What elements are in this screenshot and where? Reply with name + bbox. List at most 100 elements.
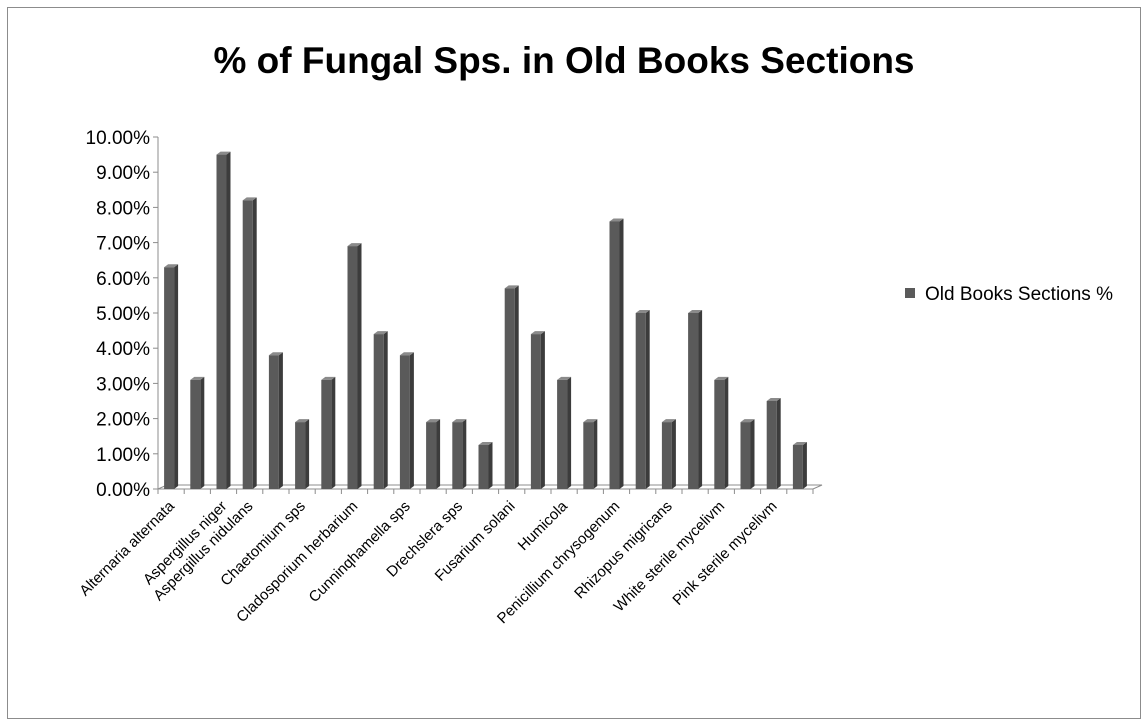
chart-border: [7, 7, 1141, 719]
bar-side: [200, 376, 205, 489]
y-tick-label: 9.00%: [96, 163, 150, 184]
bar: [373, 331, 388, 489]
bar-top: [609, 218, 624, 222]
bar: [740, 419, 755, 489]
bar-side: [567, 376, 572, 489]
bar-top: [635, 310, 650, 313]
bar-top: [164, 264, 179, 268]
bar: [426, 419, 441, 489]
bar-front: [216, 154, 227, 489]
y-tick-label: 2.00%: [96, 410, 150, 431]
bar: [268, 352, 283, 489]
bar-side: [436, 419, 441, 489]
bar-side: [383, 331, 388, 489]
bar-side: [278, 352, 283, 489]
bar-front: [609, 221, 620, 490]
bar-front: [164, 267, 175, 489]
x-axis-floor: [157, 484, 823, 490]
bar-front: [661, 422, 672, 489]
bar-front: [268, 355, 279, 489]
bar: [635, 310, 650, 489]
bar-side: [252, 197, 257, 490]
bar-front: [295, 422, 306, 489]
y-tick-label: 3.00%: [96, 374, 150, 395]
bar-top: [295, 419, 310, 423]
bar-side: [305, 419, 310, 489]
bar-front: [399, 355, 410, 489]
bar: [399, 352, 414, 489]
bar-side: [174, 264, 179, 489]
bar-side: [331, 376, 336, 489]
bar-side: [802, 442, 807, 489]
bar: [530, 331, 545, 489]
bar-top: [714, 376, 729, 380]
bar-top: [321, 376, 336, 380]
legend: Old Books Sections %: [905, 284, 1113, 305]
bar-top: [740, 419, 755, 423]
bar-side: [226, 151, 231, 489]
y-tick-label: 1.00%: [96, 445, 150, 466]
bar: [347, 243, 362, 489]
bar: [661, 419, 676, 489]
bar-front: [792, 445, 803, 489]
bar: [583, 419, 598, 489]
bar-top: [373, 331, 388, 335]
bar: [504, 285, 519, 489]
y-axis: 0.00% 1.00% 2.00% 3.00% 4.00% 5.00% 6.00% 7.00%…: [86, 128, 159, 501]
bar-side: [593, 419, 598, 489]
bar: [164, 264, 179, 489]
bar-front: [530, 334, 541, 489]
bar-top: [688, 310, 703, 313]
bar-side: [698, 310, 703, 489]
bar-top: [347, 243, 362, 247]
bar: [295, 419, 310, 489]
bar-front: [321, 379, 332, 489]
legend-label: Old Books Sections %: [925, 284, 1113, 305]
bar: [452, 419, 467, 489]
bar-side: [357, 243, 362, 489]
bar-top: [216, 151, 231, 155]
bar-top: [530, 331, 545, 335]
bar: [216, 151, 231, 489]
bar-side: [776, 398, 781, 489]
bar-top: [504, 285, 519, 289]
bar-front: [426, 422, 437, 489]
bar-top: [190, 376, 205, 380]
bar-top: [268, 352, 283, 356]
bar-series: [164, 151, 807, 490]
bar-side: [540, 331, 545, 489]
bar: [792, 442, 807, 489]
bar-side: [514, 285, 519, 489]
y-tick-label: 6.00%: [96, 269, 150, 290]
bar-front: [373, 334, 384, 489]
bar-front: [452, 422, 463, 489]
bar-side: [724, 376, 729, 489]
y-tick-label: 7.00%: [96, 234, 150, 255]
bar-front: [557, 379, 568, 489]
bar-front: [190, 379, 201, 489]
bar-front: [688, 313, 699, 489]
bar-front: [714, 379, 725, 489]
bar-side: [462, 419, 467, 489]
bar-top: [557, 376, 572, 380]
bar-front: [635, 313, 646, 489]
bar: [609, 218, 624, 490]
bar: [766, 398, 781, 489]
legend-swatch: [905, 288, 915, 298]
bar: [478, 442, 493, 489]
y-tick-label: 5.00%: [96, 304, 150, 325]
bar-front: [504, 288, 515, 489]
y-tick-label: 4.00%: [96, 339, 150, 360]
bar: [714, 376, 729, 489]
bar-side: [671, 419, 676, 489]
bar-front: [583, 422, 594, 489]
bar-top: [583, 419, 598, 423]
bar-front: [242, 200, 253, 490]
chart-title: % of Fungal Sps. in Old Books Sections: [213, 40, 914, 81]
bar: [190, 376, 205, 489]
y-tick-label: 8.00%: [96, 198, 150, 219]
bar: [557, 376, 572, 489]
bar-front: [740, 422, 751, 489]
bar-top: [426, 419, 441, 423]
